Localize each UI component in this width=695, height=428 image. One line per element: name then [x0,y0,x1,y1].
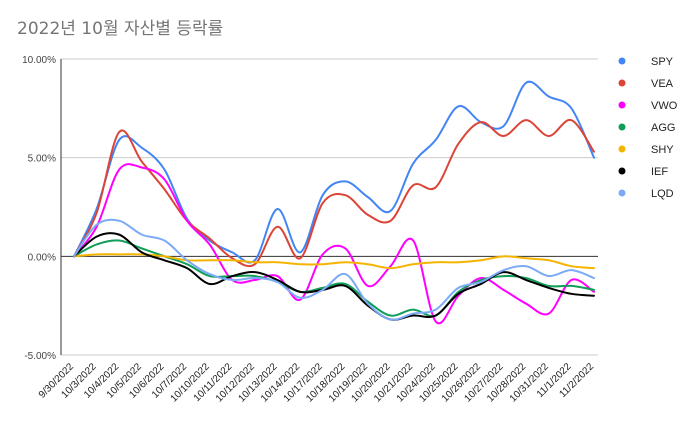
chart-title: 2022년 10월 자산별 등락률 [17,19,224,39]
legend-label-agg: AGG [651,122,675,134]
series-line-shy [73,253,595,270]
legend-marker-lqd [618,189,626,197]
series-lines [73,80,595,325]
y-axis: 10.00% 5.00% 0.00% -5.00% [22,55,56,362]
series-line-spy [73,80,595,264]
y-tick-label: 10.00% [22,55,56,66]
legend: SPY VEA VWO AGG SHY IEF LQD [618,56,678,200]
legend-marker-ief [618,167,626,175]
series-line-agg [73,239,595,318]
legend-marker-spy [618,57,626,65]
grid-lines [60,58,598,356]
legend-label-ief: IEF [651,166,668,178]
legend-label-shy: SHY [651,144,674,156]
legend-marker-vwo [618,101,626,109]
legend-label-lqd: LQD [651,188,674,200]
legend-label-vea: VEA [651,78,674,90]
legend-marker-shy [618,145,626,153]
y-tick-label: 0.00% [28,252,56,263]
legend-label-vwo: VWO [651,100,678,112]
series-line-vea [73,119,595,268]
series-line-ief [73,232,595,321]
x-axis: 9/30/202210/3/202210/4/202210/5/202210/6… [37,361,597,404]
y-tick-label: 5.00% [28,154,56,165]
series-line-vwo [73,163,595,325]
legend-marker-agg [618,123,626,131]
legend-marker-vea [618,79,626,87]
legend-label-spy: SPY [651,56,674,68]
series-line-lqd [73,218,595,321]
y-tick-label: -5.00% [24,351,56,362]
